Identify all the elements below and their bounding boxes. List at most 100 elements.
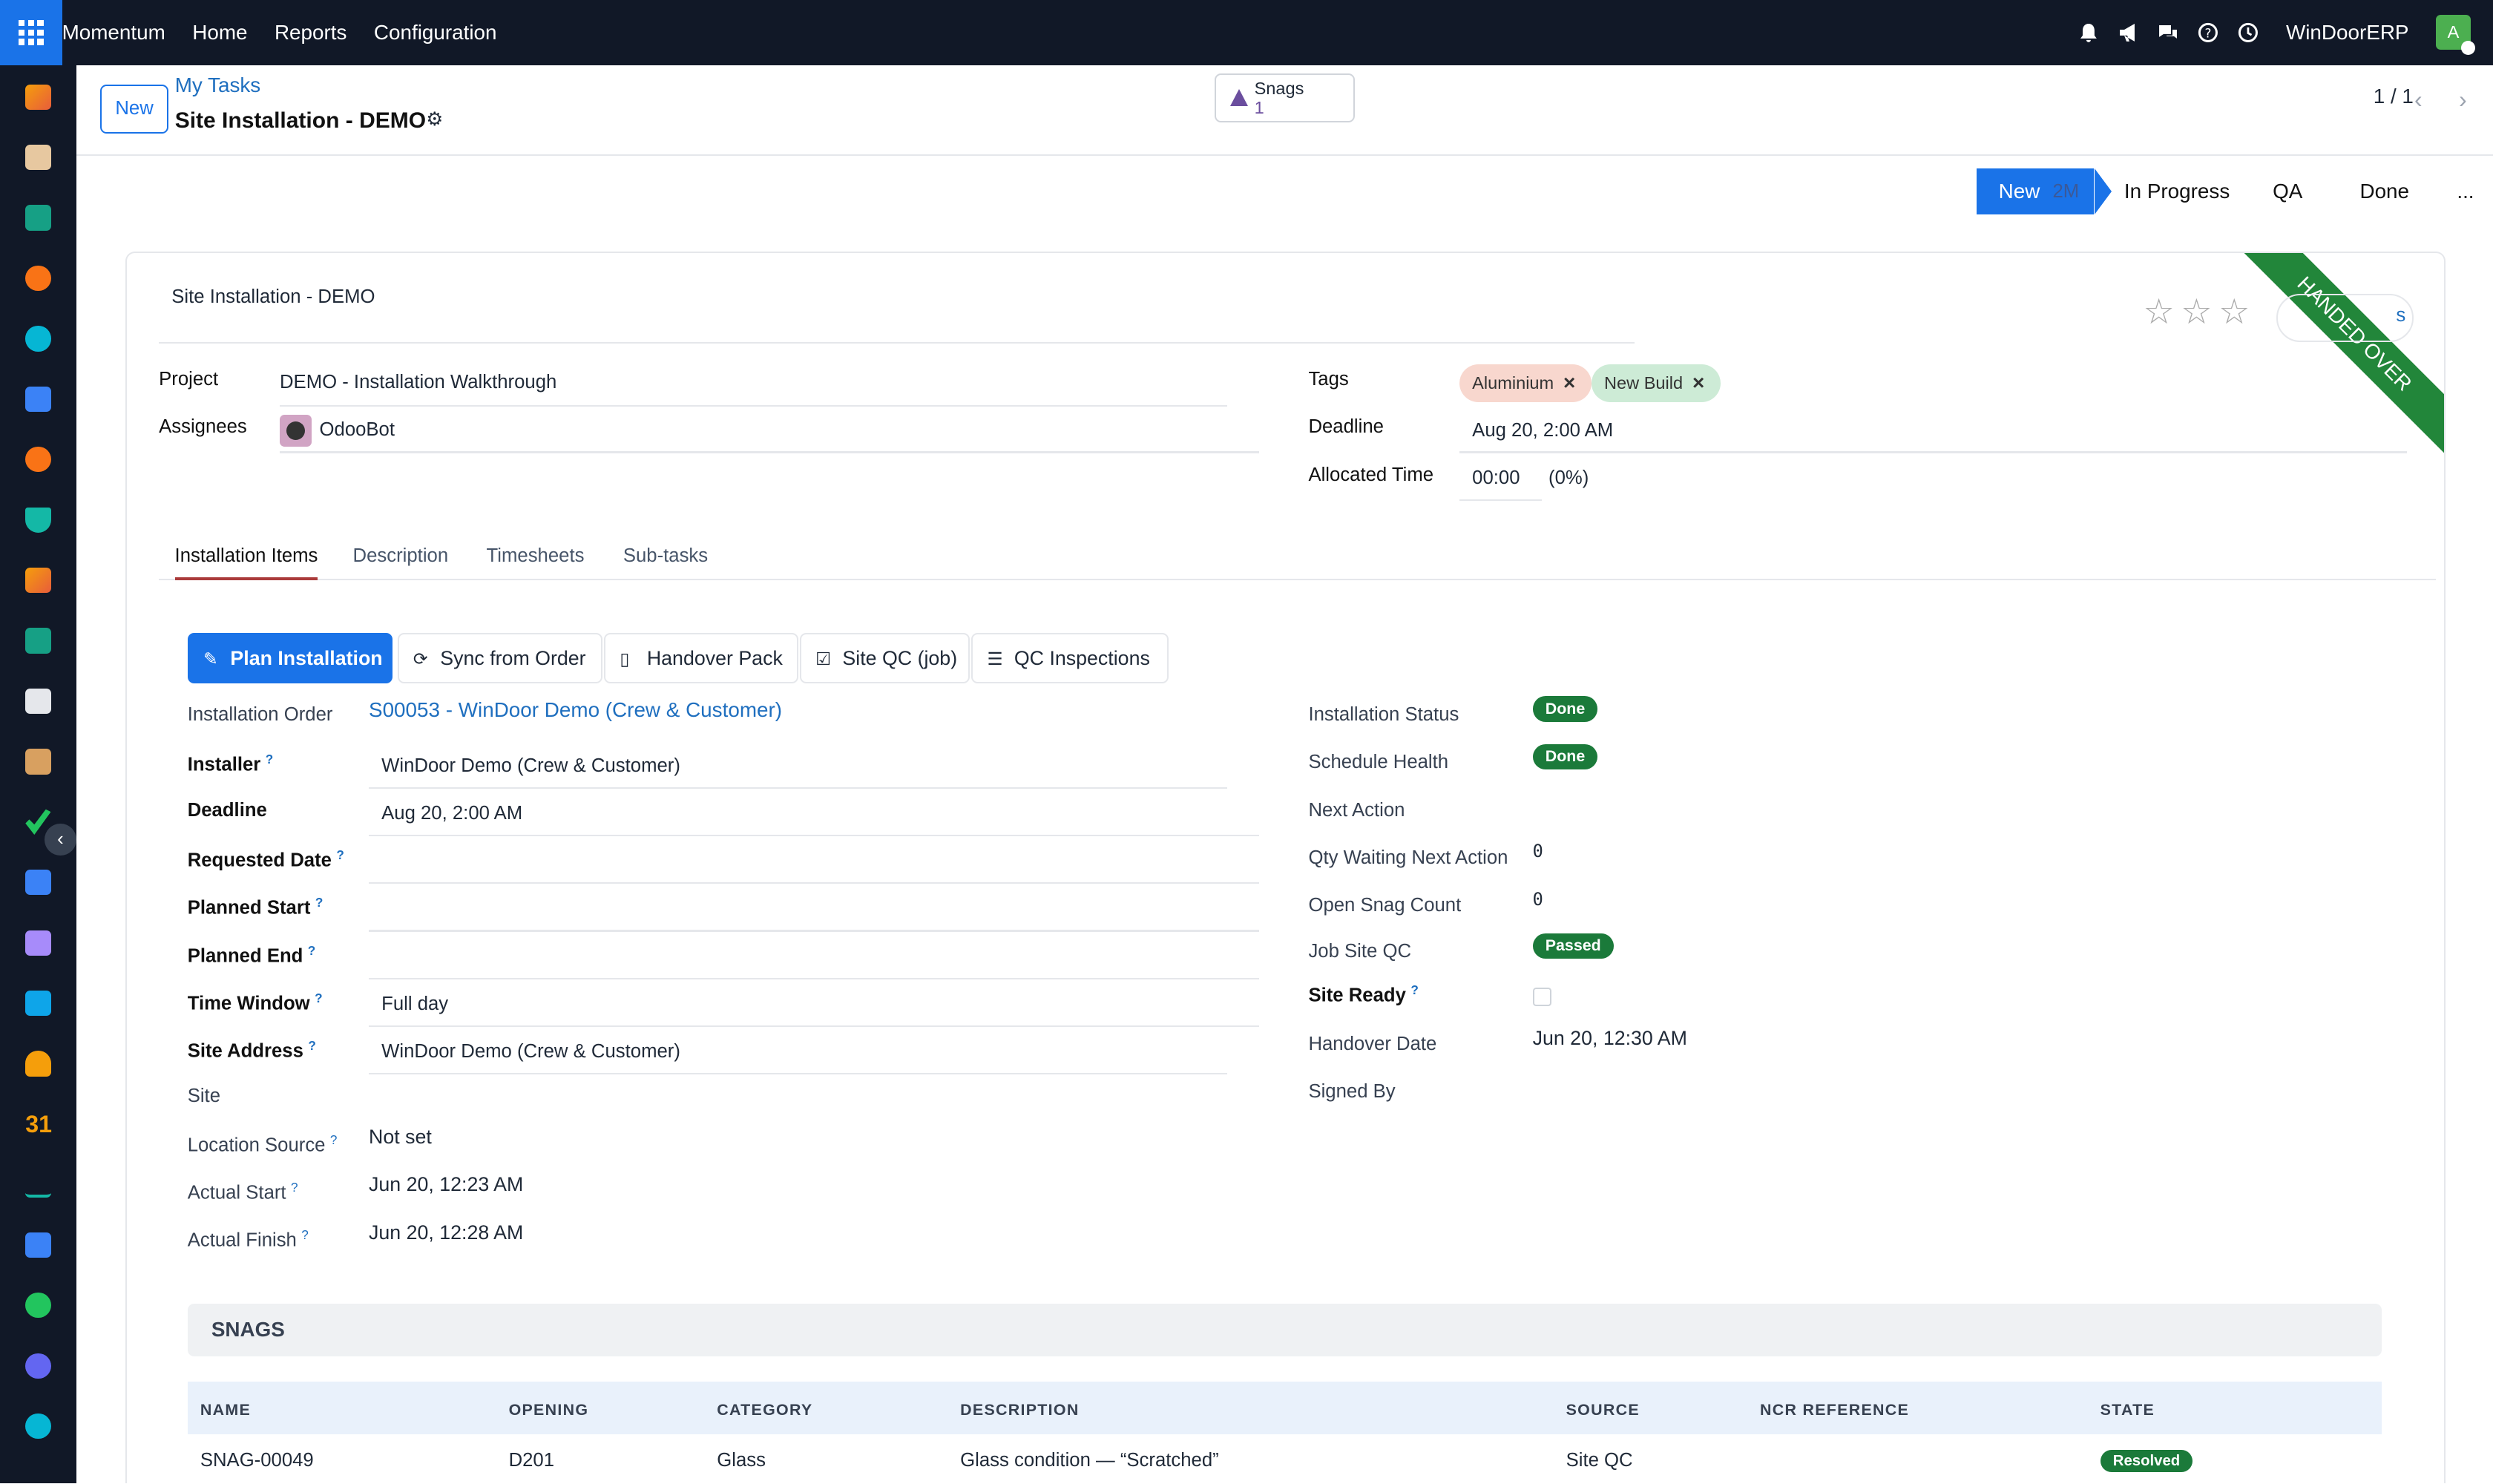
handover-pack-button[interactable]: ▯ Handover Pack: [604, 632, 798, 684]
snags-smart-button[interactable]: Snags 1: [1215, 73, 1355, 122]
invoicing-app-icon[interactable]: [25, 991, 51, 1017]
help-tooltip-icon[interactable]: ?: [315, 895, 323, 910]
website2-app-icon[interactable]: [25, 1414, 51, 1439]
website-app-icon[interactable]: [25, 326, 51, 352]
remove-tag-icon[interactable]: ×: [1692, 371, 1705, 395]
stage-more[interactable]: ...: [2457, 180, 2474, 203]
star-icon[interactable]: ☆: [2181, 292, 2213, 332]
installer-field[interactable]: WinDoor Demo (Crew & Customer): [381, 755, 680, 776]
col-source[interactable]: SOURCE: [1566, 1400, 1640, 1419]
menu-home[interactable]: Home: [192, 20, 248, 44]
stage-in-progress[interactable]: In Progress: [2124, 180, 2230, 203]
tag-new-build[interactable]: New Build ×: [1591, 364, 1721, 402]
products-app-icon[interactable]: [25, 688, 51, 715]
stage-qa[interactable]: QA: [2273, 180, 2303, 203]
chevron-left-icon[interactable]: ‹: [2414, 86, 2423, 114]
app-brand[interactable]: Momentum: [62, 20, 165, 44]
qc-inspections-button[interactable]: ☰ QC Inspections: [971, 632, 1169, 684]
new-button[interactable]: New: [99, 84, 169, 134]
breadcrumb-my-tasks[interactable]: My Tasks: [174, 73, 261, 96]
manufacturing-app-icon[interactable]: [25, 749, 51, 775]
chevron-right-icon[interactable]: ›: [2458, 86, 2467, 114]
time-window-field[interactable]: Full day: [381, 994, 449, 1015]
collapse-sidebar-icon[interactable]: ‹: [45, 824, 76, 856]
gear-icon[interactable]: ⚙: [426, 108, 444, 130]
sign-app-icon[interactable]: [25, 1172, 51, 1198]
col-state[interactable]: STATE: [2100, 1400, 2155, 1419]
col-name[interactable]: NAME: [200, 1400, 252, 1419]
site-qc-button[interactable]: ☑ Site QC (job): [799, 632, 970, 684]
pager-value[interactable]: 1 / 1: [2373, 84, 2414, 108]
col-opening[interactable]: OPENING: [508, 1400, 589, 1419]
allocated-time-field[interactable]: 00:00: [1472, 467, 1520, 488]
tag-aluminium[interactable]: Aluminium ×: [1459, 364, 1592, 402]
planned-start-field[interactable]: [369, 930, 1260, 932]
col-ncr-reference[interactable]: NCR REFERENCE: [1760, 1400, 1910, 1419]
site-address-field[interactable]: WinDoor Demo (Crew & Customer): [381, 1041, 680, 1063]
apps-menu-icon[interactable]: [0, 0, 62, 65]
user-avatar[interactable]: A: [2435, 15, 2476, 55]
help-tooltip-icon[interactable]: ?: [301, 1227, 309, 1243]
site-ready-checkbox[interactable]: [1532, 987, 1552, 1007]
mail-app-icon[interactable]: [25, 386, 51, 412]
planned-end-field[interactable]: [369, 977, 1260, 979]
tab-timesheets[interactable]: Timesheets: [486, 545, 585, 566]
col-category[interactable]: CATEGORY: [717, 1400, 813, 1419]
plan-installation-button[interactable]: ✎ Plan Installation: [187, 632, 393, 684]
stage-new[interactable]: New 2M: [1976, 168, 2112, 215]
planning-app-icon[interactable]: [25, 144, 51, 171]
tab-sub-tasks[interactable]: Sub-tasks: [623, 545, 709, 566]
deadline-field[interactable]: Aug 20, 2:00 AM: [1472, 419, 1614, 441]
calendar-app-icon[interactable]: 31: [25, 1110, 53, 1137]
project-field[interactable]: DEMO - Installation Walkthrough: [279, 372, 557, 393]
help-tooltip-icon[interactable]: ?: [329, 1132, 338, 1147]
tab-installation-items[interactable]: Installation Items: [174, 545, 318, 580]
help-tooltip-icon[interactable]: ?: [308, 1038, 316, 1054]
star-icon[interactable]: ☆: [2218, 292, 2250, 332]
location-source-label: Location Source?: [188, 1132, 338, 1157]
install-deadline-field[interactable]: Aug 20, 2:00 AM: [381, 803, 523, 824]
bell-icon[interactable]: [2078, 22, 2100, 44]
col-description[interactable]: DESCRIPTION: [960, 1400, 1080, 1419]
whatsapp-app-icon[interactable]: [25, 1293, 51, 1319]
dashboards-app-icon[interactable]: [25, 1232, 51, 1258]
menu-configuration[interactable]: Configuration: [373, 20, 497, 44]
field-service-app-icon[interactable]: [25, 930, 51, 956]
status-pill-button[interactable]: s: [2276, 294, 2414, 342]
company-switcher[interactable]: WinDoorERP: [2285, 20, 2409, 44]
task-name-field[interactable]: Site Installation - DEMO: [159, 281, 1635, 344]
sales-app-icon[interactable]: [25, 84, 51, 110]
assignee-field[interactable]: OdooBot: [279, 415, 395, 447]
help-tooltip-icon[interactable]: ?: [336, 847, 344, 863]
remove-tag-icon[interactable]: ×: [1563, 371, 1576, 395]
help-tooltip-icon[interactable]: ?: [1410, 982, 1419, 998]
knowledge-app-icon[interactable]: [25, 870, 51, 896]
table-row[interactable]: SNAG-00049 D201 Glass Glass condition — …: [188, 1434, 2382, 1484]
chat-icon[interactable]: [2157, 22, 2179, 44]
menu-reports[interactable]: Reports: [274, 20, 347, 44]
inventory-app-icon[interactable]: [25, 507, 51, 533]
employees-app-icon[interactable]: [25, 628, 51, 654]
reporting-app-icon[interactable]: [25, 568, 51, 594]
priority-stars[interactable]: ☆ ☆ ☆: [2143, 294, 2250, 329]
help-icon[interactable]: ?: [2197, 22, 2219, 44]
tab-description[interactable]: Description: [352, 545, 449, 566]
livechat-app-icon[interactable]: [25, 447, 51, 473]
requested-date-field[interactable]: [369, 882, 1260, 884]
help-tooltip-icon[interactable]: ?: [315, 990, 323, 1005]
discuss-app-icon[interactable]: [25, 265, 51, 292]
help-tooltip-icon[interactable]: ?: [290, 1179, 298, 1195]
help-tooltip-icon[interactable]: ?: [265, 752, 274, 767]
clock-icon[interactable]: [2237, 22, 2259, 44]
contacts-app-icon[interactable]: [25, 205, 51, 231]
timesheets-app-icon[interactable]: [25, 1353, 51, 1379]
help-tooltip-icon[interactable]: ?: [307, 942, 316, 958]
sync-from-order-button[interactable]: ⟳ Sync from Order: [397, 632, 602, 684]
site-address-label: Site Address?: [188, 1038, 316, 1063]
team-app-icon[interactable]: [25, 1051, 51, 1077]
location-source-value: Not set: [369, 1126, 432, 1149]
megaphone-icon[interactable]: [2118, 22, 2140, 44]
star-icon[interactable]: ☆: [2143, 292, 2175, 332]
stage-done[interactable]: Done: [2359, 180, 2410, 203]
installation-order-link[interactable]: S00053 - WinDoor Demo (Crew & Customer): [369, 697, 783, 721]
